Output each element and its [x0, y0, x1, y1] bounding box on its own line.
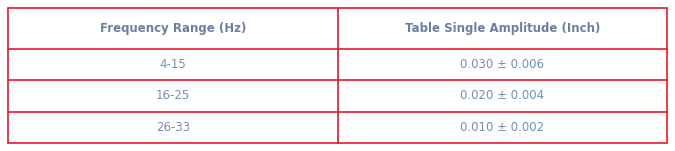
Text: 0.010 ± 0.002: 0.010 ± 0.002: [460, 121, 544, 134]
Text: Table Single Amplitude (Inch): Table Single Amplitude (Inch): [404, 22, 600, 35]
Text: 4-15: 4-15: [159, 58, 186, 71]
Text: 16-25: 16-25: [156, 89, 190, 102]
Text: 0.030 ± 0.006: 0.030 ± 0.006: [460, 58, 544, 71]
Text: Frequency Range (Hz): Frequency Range (Hz): [100, 22, 246, 35]
Text: 26-33: 26-33: [156, 121, 190, 134]
Text: 0.020 ± 0.004: 0.020 ± 0.004: [460, 89, 544, 102]
Bar: [8, 8, 667, 143]
